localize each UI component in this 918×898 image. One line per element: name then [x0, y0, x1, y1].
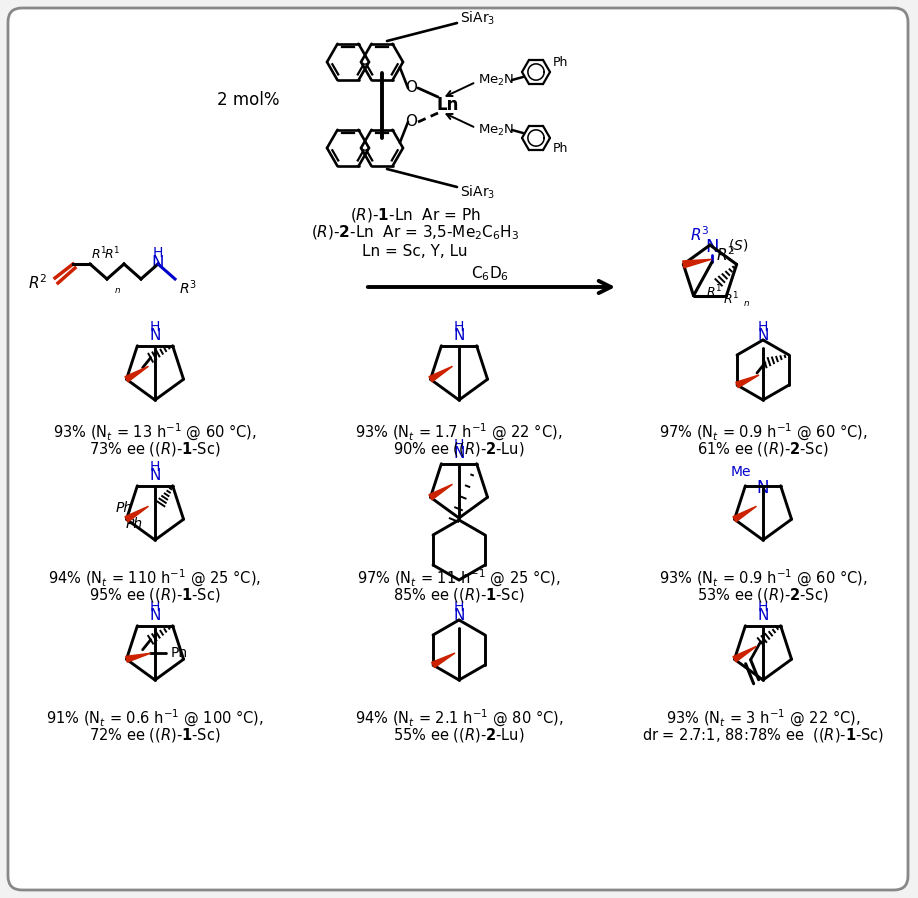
Polygon shape	[736, 375, 759, 388]
Text: $R^1$: $R^1$	[707, 284, 722, 301]
Text: C$_6$D$_6$: C$_6$D$_6$	[471, 265, 509, 284]
Text: O: O	[405, 115, 417, 129]
Text: H: H	[150, 320, 160, 334]
Text: 73% ee (($R$)-$\mathbf{1}$-Sc): 73% ee (($R$)-$\mathbf{1}$-Sc)	[89, 440, 220, 458]
Text: 85% ee (($R$)-$\mathbf{1}$-Sc): 85% ee (($R$)-$\mathbf{1}$-Sc)	[393, 586, 525, 604]
Polygon shape	[429, 484, 453, 500]
Polygon shape	[683, 260, 711, 268]
Text: N: N	[453, 446, 465, 462]
Polygon shape	[125, 366, 149, 382]
Text: $R^3$: $R^3$	[179, 278, 197, 297]
Text: H: H	[152, 246, 163, 260]
Text: 61% ee (($R$)-$\mathbf{2}$-Sc): 61% ee (($R$)-$\mathbf{2}$-Sc)	[698, 440, 829, 458]
Text: H: H	[758, 320, 768, 334]
Text: Me$_2$N: Me$_2$N	[478, 122, 514, 137]
Text: SiAr$_3$: SiAr$_3$	[460, 183, 496, 200]
Text: 94% (N$_t$ = 110 h$^{-1}$ @ 25 °C),: 94% (N$_t$ = 110 h$^{-1}$ @ 25 °C),	[49, 568, 262, 588]
Text: 95% ee (($R$)-$\mathbf{1}$-Sc): 95% ee (($R$)-$\mathbf{1}$-Sc)	[89, 586, 220, 604]
Text: $_n$: $_n$	[115, 284, 121, 296]
Text: $R^1$: $R^1$	[104, 246, 120, 262]
Text: Me$_2$N: Me$_2$N	[478, 73, 514, 87]
Text: H: H	[453, 600, 465, 614]
Text: 97% (N$_t$ = 11 h$^{-1}$ @ 25 °C),: 97% (N$_t$ = 11 h$^{-1}$ @ 25 °C),	[357, 568, 561, 588]
Text: N: N	[756, 479, 769, 497]
Text: ($R$)-$\mathbf{2}$-Ln  Ar = 3,5-Me$_2$C$_6$H$_3$: ($R$)-$\mathbf{2}$-Ln Ar = 3,5-Me$_2$C$_…	[311, 224, 520, 242]
Text: N: N	[150, 329, 161, 344]
Text: 93% (N$_t$ = 13 h$^{-1}$ @ 60 °C),: 93% (N$_t$ = 13 h$^{-1}$ @ 60 °C),	[53, 421, 257, 443]
Text: N: N	[453, 609, 465, 623]
Text: 91% (N$_t$ = 0.6 h$^{-1}$ @ 100 °C),: 91% (N$_t$ = 0.6 h$^{-1}$ @ 100 °C),	[46, 708, 263, 728]
Polygon shape	[429, 366, 453, 382]
Text: $R^3$: $R^3$	[690, 225, 710, 244]
Text: H: H	[758, 600, 768, 614]
Text: 97% (N$_t$ = 0.9 h$^{-1}$ @ 60 °C),: 97% (N$_t$ = 0.9 h$^{-1}$ @ 60 °C),	[659, 421, 868, 443]
Text: ($S$): ($S$)	[728, 237, 748, 253]
Text: 72% ee (($R$)-$\mathbf{1}$-Sc): 72% ee (($R$)-$\mathbf{1}$-Sc)	[89, 726, 220, 744]
Text: N: N	[757, 329, 768, 344]
Text: Ph: Ph	[553, 56, 568, 68]
Text: H: H	[453, 438, 465, 452]
Text: Ln: Ln	[437, 96, 459, 114]
Text: ($R$)-$\mathbf{1}$-Ln  Ar = Ph: ($R$)-$\mathbf{1}$-Ln Ar = Ph	[350, 206, 480, 224]
Polygon shape	[733, 506, 756, 522]
Text: O: O	[405, 81, 417, 95]
Text: H: H	[453, 320, 465, 334]
Text: Ph: Ph	[553, 142, 568, 154]
Polygon shape	[431, 653, 455, 667]
Text: 55% ee (($R$)-$\mathbf{2}$-Lu): 55% ee (($R$)-$\mathbf{2}$-Lu)	[393, 726, 525, 744]
Text: N: N	[453, 329, 465, 344]
Polygon shape	[733, 647, 756, 662]
Text: H: H	[150, 600, 160, 614]
Text: dr = 2.7:1, 88:78% ee  (($R$)-$\mathbf{1}$-Sc): dr = 2.7:1, 88:78% ee (($R$)-$\mathbf{1}…	[642, 726, 884, 744]
Text: N: N	[705, 238, 719, 256]
Text: $R^2$: $R^2$	[28, 274, 47, 293]
Text: Ln = Sc, Y, Lu: Ln = Sc, Y, Lu	[363, 243, 468, 259]
Text: 94% (N$_t$ = 2.1 h$^{-1}$ @ 80 °C),: 94% (N$_t$ = 2.1 h$^{-1}$ @ 80 °C),	[354, 708, 564, 728]
Text: Me: Me	[731, 465, 751, 479]
Text: 93% (N$_t$ = 3 h$^{-1}$ @ 22 °C),: 93% (N$_t$ = 3 h$^{-1}$ @ 22 °C),	[666, 708, 860, 728]
Text: N: N	[151, 254, 164, 272]
Text: SiAr$_3$: SiAr$_3$	[460, 9, 496, 27]
FancyBboxPatch shape	[8, 8, 908, 890]
Text: 53% ee (($R$)-$\mathbf{2}$-Sc): 53% ee (($R$)-$\mathbf{2}$-Sc)	[698, 586, 829, 604]
Text: H: H	[150, 460, 160, 474]
Text: N: N	[757, 609, 768, 623]
Text: $_n$: $_n$	[743, 295, 750, 309]
Text: 2 mol%: 2 mol%	[217, 91, 279, 109]
Text: Ph: Ph	[116, 501, 132, 515]
Text: N: N	[150, 609, 161, 623]
Text: Ph: Ph	[126, 516, 142, 531]
Text: $R^2$: $R^2$	[716, 245, 736, 264]
Text: N: N	[150, 469, 161, 483]
Text: 93% (N$_t$ = 1.7 h$^{-1}$ @ 22 °C),: 93% (N$_t$ = 1.7 h$^{-1}$ @ 22 °C),	[355, 421, 563, 443]
Text: 90% ee (($R$)-$\mathbf{2}$-Lu): 90% ee (($R$)-$\mathbf{2}$-Lu)	[393, 440, 525, 458]
Text: $R^1$: $R^1$	[91, 246, 107, 262]
Text: 93% (N$_t$ = 0.9 h$^{-1}$ @ 60 °C),: 93% (N$_t$ = 0.9 h$^{-1}$ @ 60 °C),	[659, 568, 868, 588]
Polygon shape	[126, 653, 151, 662]
Text: Ph: Ph	[171, 647, 187, 660]
Text: $R^1$: $R^1$	[723, 291, 740, 308]
Polygon shape	[125, 506, 149, 522]
